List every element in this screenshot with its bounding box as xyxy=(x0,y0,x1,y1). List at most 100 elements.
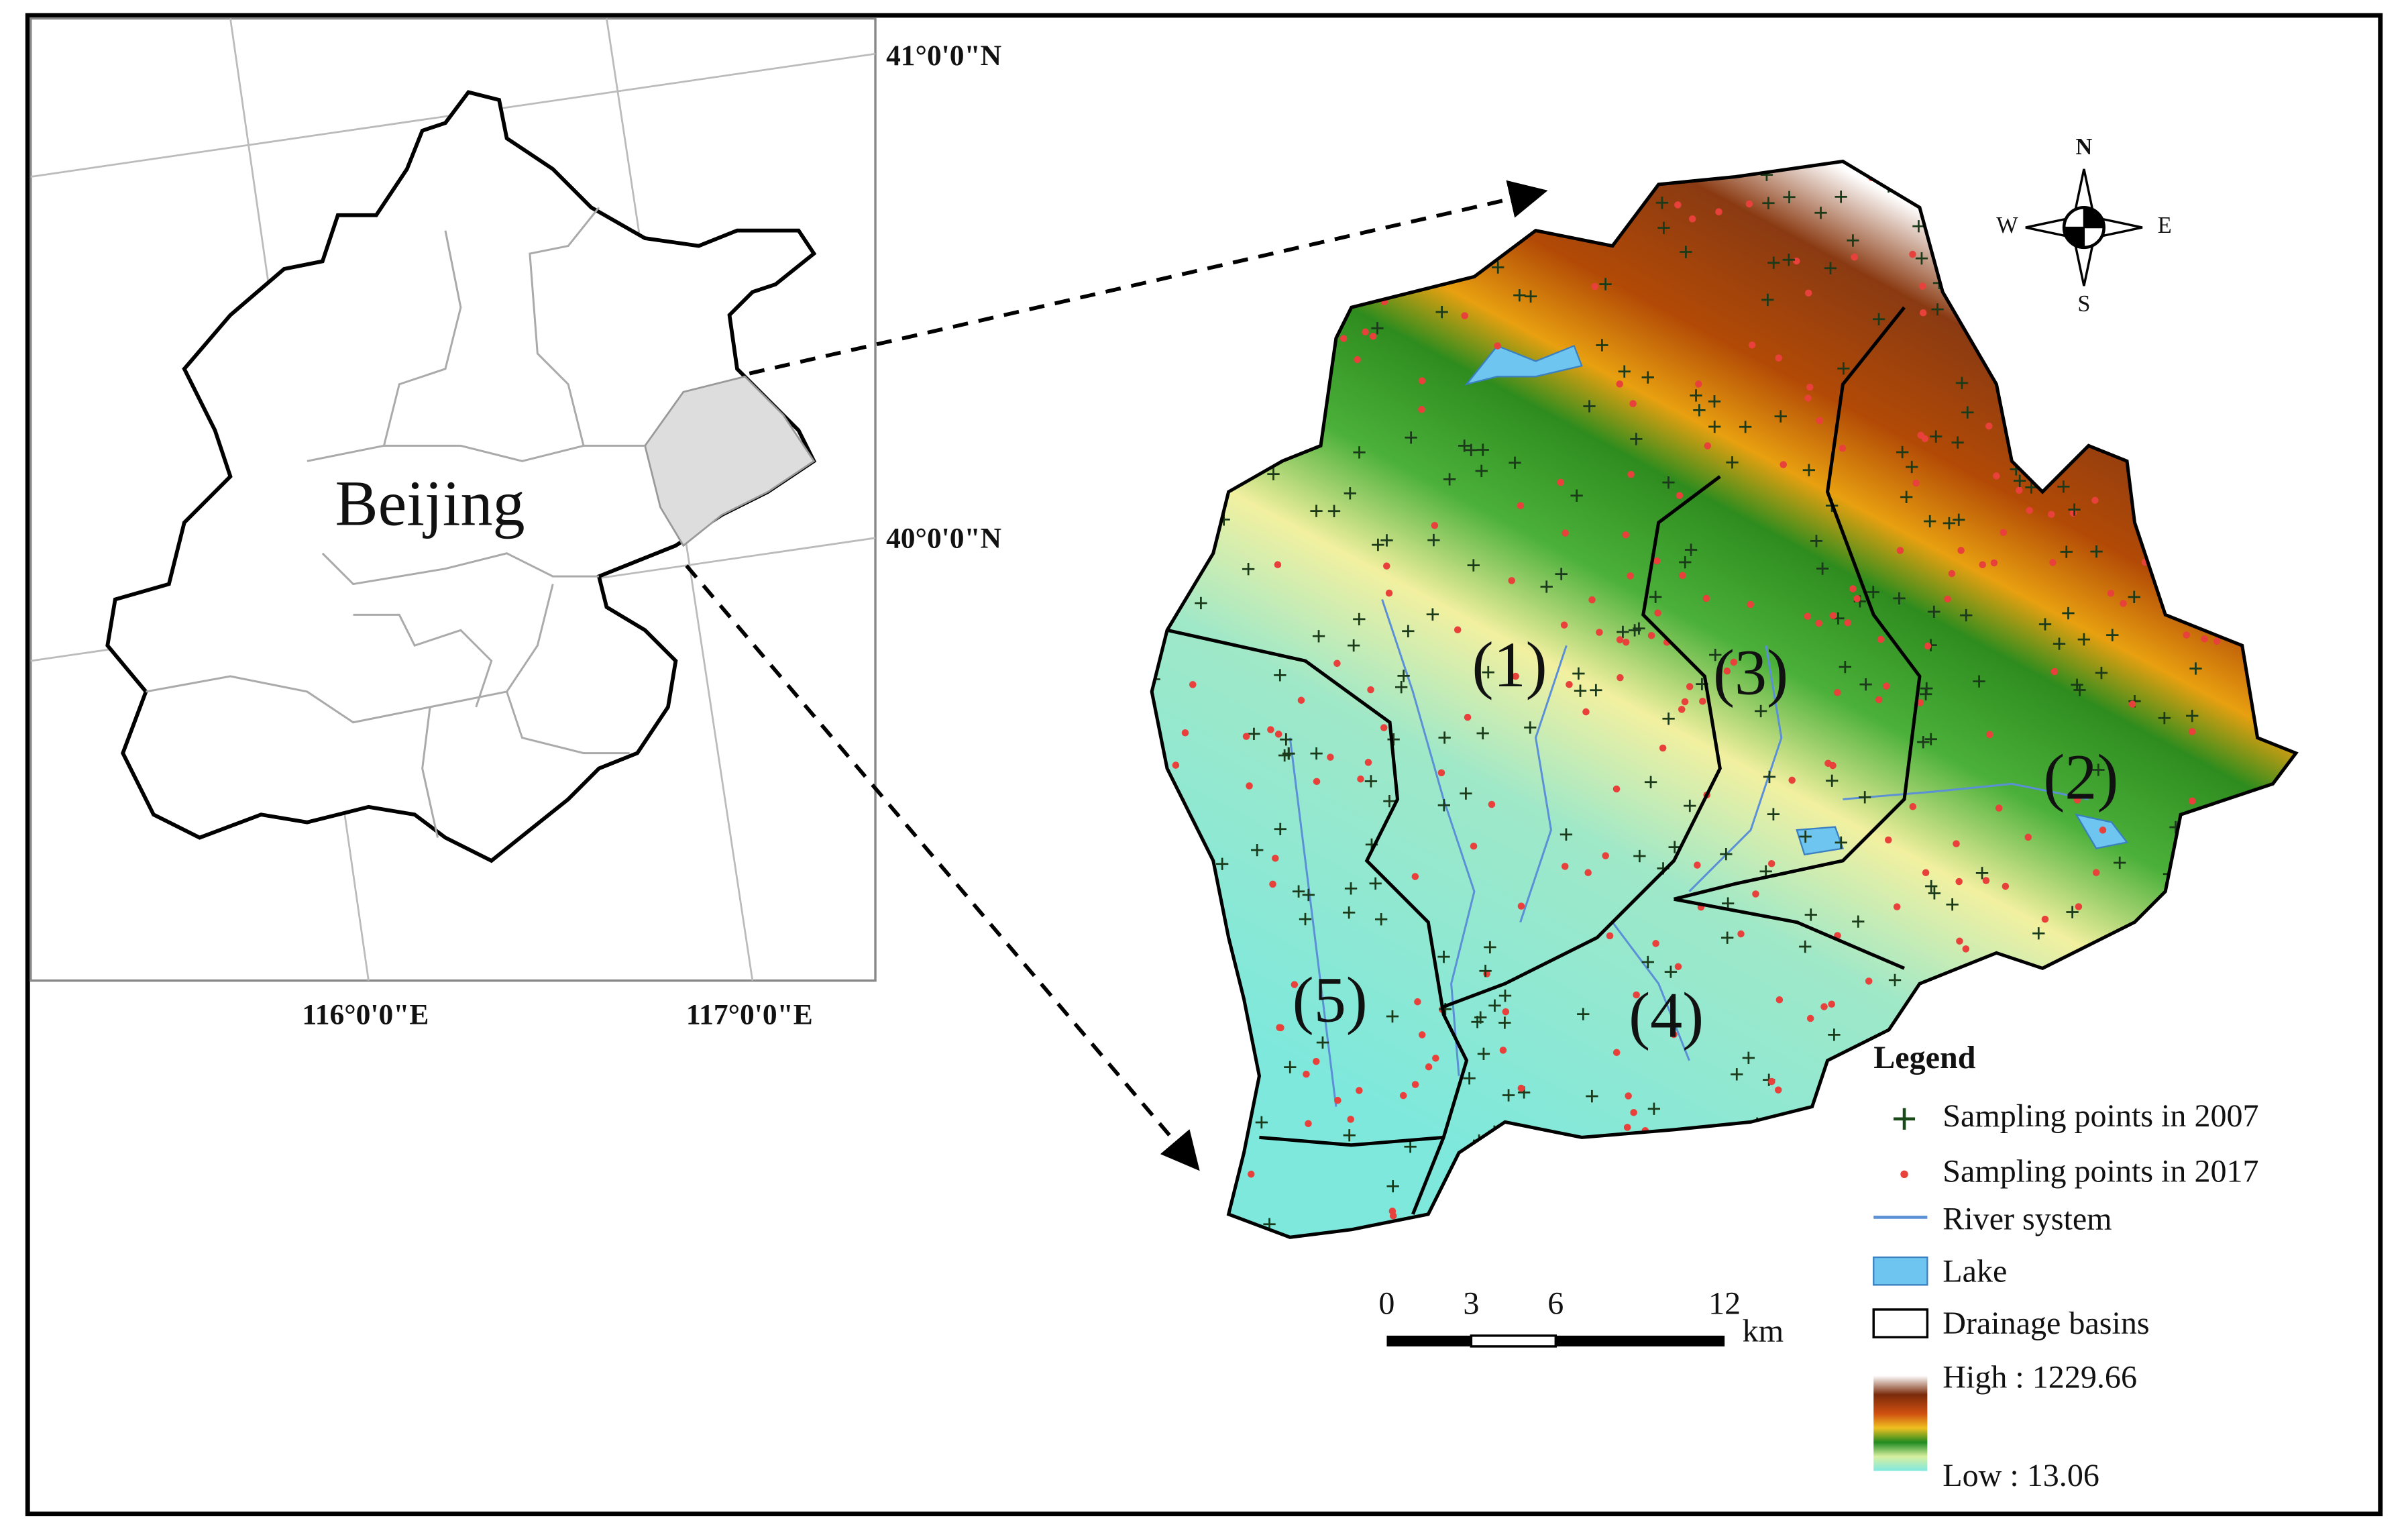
sampling-point-2007 xyxy=(1975,867,1989,880)
sampling-point-2017 xyxy=(1674,201,1682,209)
sampling-point-2007 xyxy=(1679,555,1692,569)
sampling-point-2017 xyxy=(1896,547,1904,554)
sampling-point-2017 xyxy=(1962,945,1970,953)
sampling-point-2007 xyxy=(1386,1010,1399,1023)
sampling-point-2007 xyxy=(1951,436,1964,449)
sampling-point-2017 xyxy=(1418,1031,1426,1039)
sampling-point-2017 xyxy=(1747,600,1754,608)
sampling-point-2017 xyxy=(1327,753,1334,761)
sampling-point-2007 xyxy=(1599,278,1612,290)
sampling-point-2007 xyxy=(2128,590,2140,603)
sampling-point-2017 xyxy=(1865,977,1873,985)
sampling-point-2017 xyxy=(1367,686,1374,694)
sampling-point-2007 xyxy=(1201,532,1215,545)
sampling-point-2007 xyxy=(1720,847,1733,861)
sampling-point-2007 xyxy=(2250,295,2263,309)
sampling-point-2017 xyxy=(1158,512,1166,520)
sampling-point-2007 xyxy=(1961,406,1974,419)
sampling-point-2017 xyxy=(2041,915,2049,923)
compass: N S E W xyxy=(1996,134,2172,317)
basin-line xyxy=(1443,475,1722,1008)
sampling-point-2017 xyxy=(1737,930,1745,938)
compass-west: W xyxy=(1996,213,2018,238)
sampling-point-2017 xyxy=(1182,1077,1190,1084)
sampling-point-2017 xyxy=(2168,456,2175,464)
sampling-point-2007 xyxy=(1641,371,1654,384)
sampling-point-2017 xyxy=(1948,570,1956,578)
sampling-point-2017 xyxy=(2174,1239,2181,1247)
sampling-point-2017 xyxy=(1622,531,1629,539)
sampling-point-2007 xyxy=(1273,201,1287,215)
sampling-point-2017 xyxy=(1918,282,1926,290)
sampling-point-2007 xyxy=(1175,403,1188,416)
sampling-point-2007 xyxy=(1257,303,1270,317)
sampling-point-2007 xyxy=(2256,846,2269,859)
sampling-point-2007 xyxy=(2270,1016,2283,1028)
sampling-point-2017 xyxy=(1185,888,1193,895)
legend-label: Lake xyxy=(1942,1253,2007,1289)
sampling-point-2007 xyxy=(1460,787,1472,800)
sampling-point-2007 xyxy=(1369,877,1382,890)
sampling-point-2007 xyxy=(1242,563,1255,576)
sampling-point-2007 xyxy=(1662,712,1675,725)
callout-arrows xyxy=(685,180,1548,1171)
sampling-point-2007 xyxy=(1693,404,1706,417)
sampling-point-2017 xyxy=(1179,815,1187,823)
sampling-point-2017 xyxy=(2299,346,2307,354)
sampling-point-2017 xyxy=(1323,257,1330,264)
sampling-point-2007 xyxy=(1826,1198,1840,1211)
sampling-point-2017 xyxy=(1806,383,1814,391)
sampling-point-2007 xyxy=(1316,1036,1329,1049)
sampling-point-2017 xyxy=(1788,776,1796,784)
sampling-point-2017 xyxy=(1748,341,1756,349)
sampling-point-2007 xyxy=(2167,961,2180,973)
sampling-point-2007 xyxy=(2025,481,2038,494)
sampling-point-2007 xyxy=(1197,982,1210,994)
sampling-point-2017 xyxy=(1232,192,1240,199)
sampling-point-2017 xyxy=(1431,521,1439,529)
sampling-point-2017 xyxy=(2099,827,2107,834)
sampling-point-2007 xyxy=(1802,464,1816,476)
sampling-point-2017 xyxy=(1955,1193,1962,1200)
sampling-point-2007 xyxy=(1541,1138,1553,1152)
sampling-point-2007 xyxy=(1344,882,1358,895)
sampling-point-2017 xyxy=(1908,1010,1916,1018)
legend-symbol xyxy=(1873,1256,1928,1286)
sampling-point-2007 xyxy=(2071,678,2083,691)
sampling-point-2007 xyxy=(2032,195,2044,209)
sampling-point-2017 xyxy=(1768,1077,1775,1085)
sampling-point-2007 xyxy=(2234,354,2247,366)
sampling-point-2017 xyxy=(1254,360,1262,368)
sampling-point-2017 xyxy=(1749,1173,1757,1181)
sampling-point-2007 xyxy=(1185,1149,1198,1161)
sampling-point-2017 xyxy=(2201,635,2208,643)
sampling-point-2007 xyxy=(1826,1088,1840,1101)
sampling-point-2007 xyxy=(1908,1151,1920,1164)
sampling-point-2007 xyxy=(1386,1179,1399,1193)
sampling-point-2007 xyxy=(1872,313,1885,325)
sampling-point-2017 xyxy=(1955,878,1963,886)
sampling-point-2017 xyxy=(1681,698,1689,706)
legend: Legend Sampling points in 2007 Sampling … xyxy=(1872,1040,2259,1493)
sampling-point-2017 xyxy=(1956,937,1963,945)
sampling-point-2007 xyxy=(2233,396,2246,409)
sampling-point-2017 xyxy=(1316,183,1324,191)
sampling-point-2007 xyxy=(1839,660,1851,674)
sampling-point-2007 xyxy=(1347,639,1360,652)
sampling-point-2007 xyxy=(1475,464,1488,478)
sampling-point-2017 xyxy=(1461,312,1468,319)
sampling-point-2007 xyxy=(2206,1005,2220,1018)
sampling-point-2017 xyxy=(1868,1140,1875,1147)
sampling-point-2017 xyxy=(1525,1216,1532,1224)
sampling-point-2017 xyxy=(1555,1200,1563,1208)
sampling-point-2007 xyxy=(2158,712,2171,725)
sampling-point-2017 xyxy=(2213,437,2221,445)
sampling-point-2007 xyxy=(1397,670,1410,682)
sampling-point-2017 xyxy=(1678,706,1686,713)
sampling-point-2007 xyxy=(2248,837,2260,850)
sampling-point-2007 xyxy=(2106,629,2119,641)
sampling-point-2007 xyxy=(2227,268,2240,280)
sampling-point-2017 xyxy=(1303,1070,1310,1078)
sampling-point-2007 xyxy=(2105,337,2118,350)
